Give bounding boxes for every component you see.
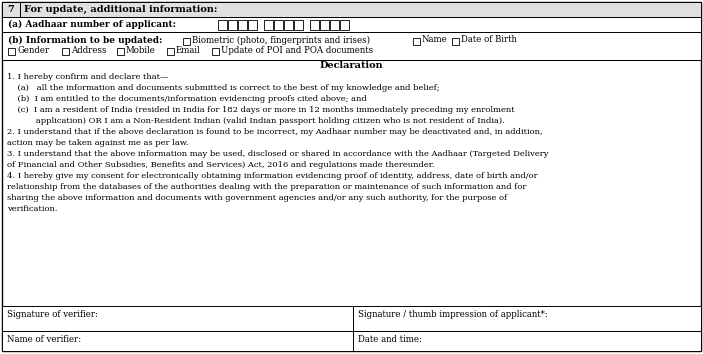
Text: 2. I understand that if the above declaration is found to be incorrect, my Aadha: 2. I understand that if the above declar…	[7, 128, 543, 136]
Text: Date and time:: Date and time:	[358, 335, 422, 344]
Text: verification.: verification.	[7, 205, 58, 213]
Text: Signature / thumb impression of applicant*:: Signature / thumb impression of applican…	[358, 310, 548, 319]
Bar	[284, 19, 293, 29]
Text: 7: 7	[8, 5, 14, 14]
Bar	[340, 19, 349, 29]
Text: (c)  I am a resident of India (resided in India for 182 days or more in 12 month: (c) I am a resident of India (resided in…	[7, 106, 515, 114]
Bar	[2, 2, 20, 17]
Text: of Financial and Other Subsidies, Benefits and Services) Act, 2016 and regulatio: of Financial and Other Subsidies, Benefi…	[7, 161, 434, 169]
Bar	[353, 306, 701, 331]
Bar	[452, 38, 459, 45]
Text: (b) Information to be updated:: (b) Information to be updated:	[8, 35, 162, 45]
Text: Update of POI and POA documents: Update of POI and POA documents	[221, 46, 373, 55]
Text: (a) Aadhaar number of applicant:: (a) Aadhaar number of applicant:	[8, 20, 176, 29]
Bar	[2, 306, 353, 331]
Bar	[212, 48, 219, 55]
Bar	[413, 38, 420, 45]
Bar	[218, 19, 227, 29]
Text: Biometric (photo, fingerprints and irises): Biometric (photo, fingerprints and irise…	[192, 35, 370, 45]
Bar	[274, 19, 283, 29]
Bar	[2, 331, 353, 351]
Bar	[2, 2, 701, 17]
Bar	[248, 19, 257, 29]
Text: relationship from the databases of the authorities dealing with the preparation : relationship from the databases of the a…	[7, 183, 527, 191]
Text: 4. I hereby give my consent for electronically obtaining information evidencing : 4. I hereby give my consent for electron…	[7, 172, 538, 180]
Text: Date of Birth: Date of Birth	[461, 35, 517, 45]
Text: Mobile: Mobile	[126, 46, 156, 55]
Text: For update, additional information:: For update, additional information:	[24, 5, 217, 14]
Bar	[2, 17, 701, 32]
Text: Name: Name	[422, 35, 448, 45]
Text: (b)  I am entitled to the documents/information evidencing proofs cited above; a: (b) I am entitled to the documents/infor…	[7, 95, 367, 103]
Text: Signature of verifier:: Signature of verifier:	[7, 310, 98, 319]
Text: Declaration: Declaration	[320, 61, 383, 70]
Bar	[330, 19, 339, 29]
Bar	[228, 19, 237, 29]
Bar	[2, 32, 701, 60]
Bar	[117, 48, 124, 55]
Text: Email: Email	[176, 46, 201, 55]
Text: Name of verifier:: Name of verifier:	[7, 335, 81, 344]
Text: (a)   all the information and documents submitted is correct to the best of my k: (a) all the information and documents su…	[7, 84, 439, 92]
Text: 3. I understand that the above information may be used, disclosed or shared in a: 3. I understand that the above informati…	[7, 150, 548, 158]
Bar	[353, 331, 701, 351]
Bar	[62, 48, 69, 55]
Bar	[310, 19, 319, 29]
Text: 1. I hereby confirm and declare that—: 1. I hereby confirm and declare that—	[7, 73, 169, 81]
Bar	[167, 48, 174, 55]
Text: Address: Address	[71, 46, 106, 55]
Text: Gender: Gender	[17, 46, 49, 55]
Text: application) OR I am a Non-Resident Indian (valid Indian passport holding citize: application) OR I am a Non-Resident Indi…	[7, 117, 505, 125]
Bar	[264, 19, 273, 29]
Bar	[8, 48, 15, 55]
Text: action may be taken against me as per law.: action may be taken against me as per la…	[7, 139, 188, 147]
Bar	[294, 19, 303, 29]
Bar	[320, 19, 329, 29]
Bar	[238, 19, 247, 29]
Text: sharing the above information and documents with government agencies and/or any : sharing the above information and docume…	[7, 194, 507, 202]
Bar	[183, 38, 190, 45]
